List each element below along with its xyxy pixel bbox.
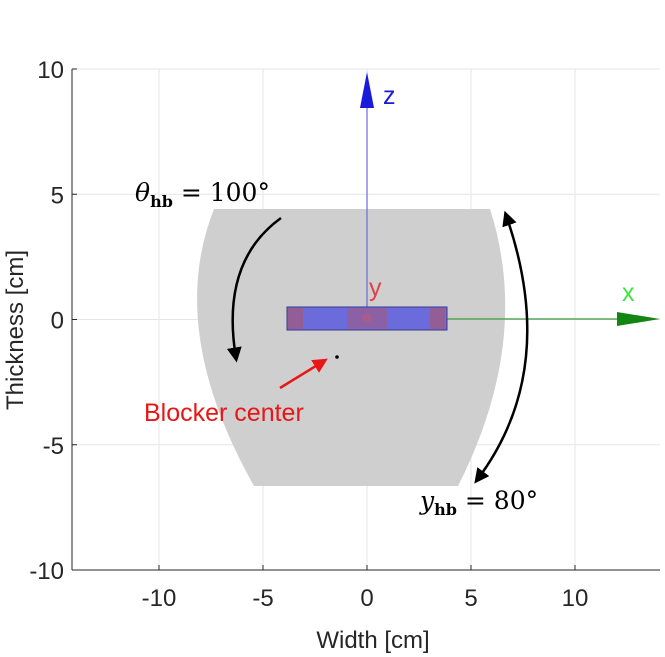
theta-value: = 100°: [173, 178, 270, 207]
blocker-center-arrow: [279, 358, 328, 390]
gamma-subscript: hb: [434, 500, 457, 519]
x-tick-label: 10: [562, 585, 589, 612]
theta-subscript: hb: [150, 192, 173, 211]
y-tick-label: -10: [29, 558, 64, 585]
theta-annotation: θhb = 100°: [135, 178, 270, 211]
gamma-rotation-arrow: [474, 210, 529, 484]
gamma-symbol: y: [419, 486, 435, 515]
x-tick-label: 0: [360, 585, 373, 612]
blocker-center-label: Blocker center: [144, 399, 304, 427]
theta-symbol: θ: [135, 178, 150, 207]
theta-rotation-arrow: [226, 216, 282, 363]
blocker: [286, 306, 448, 331]
blocker-pad-left: [288, 308, 303, 329]
ticks: -10 -5 0 5 10 10 5 0 -5 -10: [29, 57, 588, 612]
y-axis-title: Thickness [cm]: [2, 250, 29, 410]
y-axis-label: y: [369, 274, 382, 302]
blocker-center-point: [335, 355, 339, 359]
blocker-center-dot: [362, 313, 372, 323]
z-axis-label: z: [383, 82, 396, 110]
gamma-value: = 80°: [457, 486, 538, 515]
y-tick-label: -5: [43, 433, 64, 460]
x-tick-label: -10: [142, 585, 177, 612]
x-tick-label: 5: [464, 585, 477, 612]
gamma-annotation: yhb = 80°: [419, 486, 538, 519]
head-shape: [197, 209, 506, 486]
y-tick-label: 10: [37, 57, 64, 84]
x-axis-title: Width [cm]: [316, 627, 429, 654]
x-axis-arrowhead: [617, 312, 660, 326]
x-axis-label: x: [622, 279, 635, 307]
y-tick-label: 0: [51, 308, 64, 335]
y-tick-label: 5: [51, 182, 64, 209]
z-axis-arrowhead: [360, 72, 374, 108]
blocker-pad-right: [430, 308, 445, 329]
x-tick-label: -5: [252, 585, 273, 612]
